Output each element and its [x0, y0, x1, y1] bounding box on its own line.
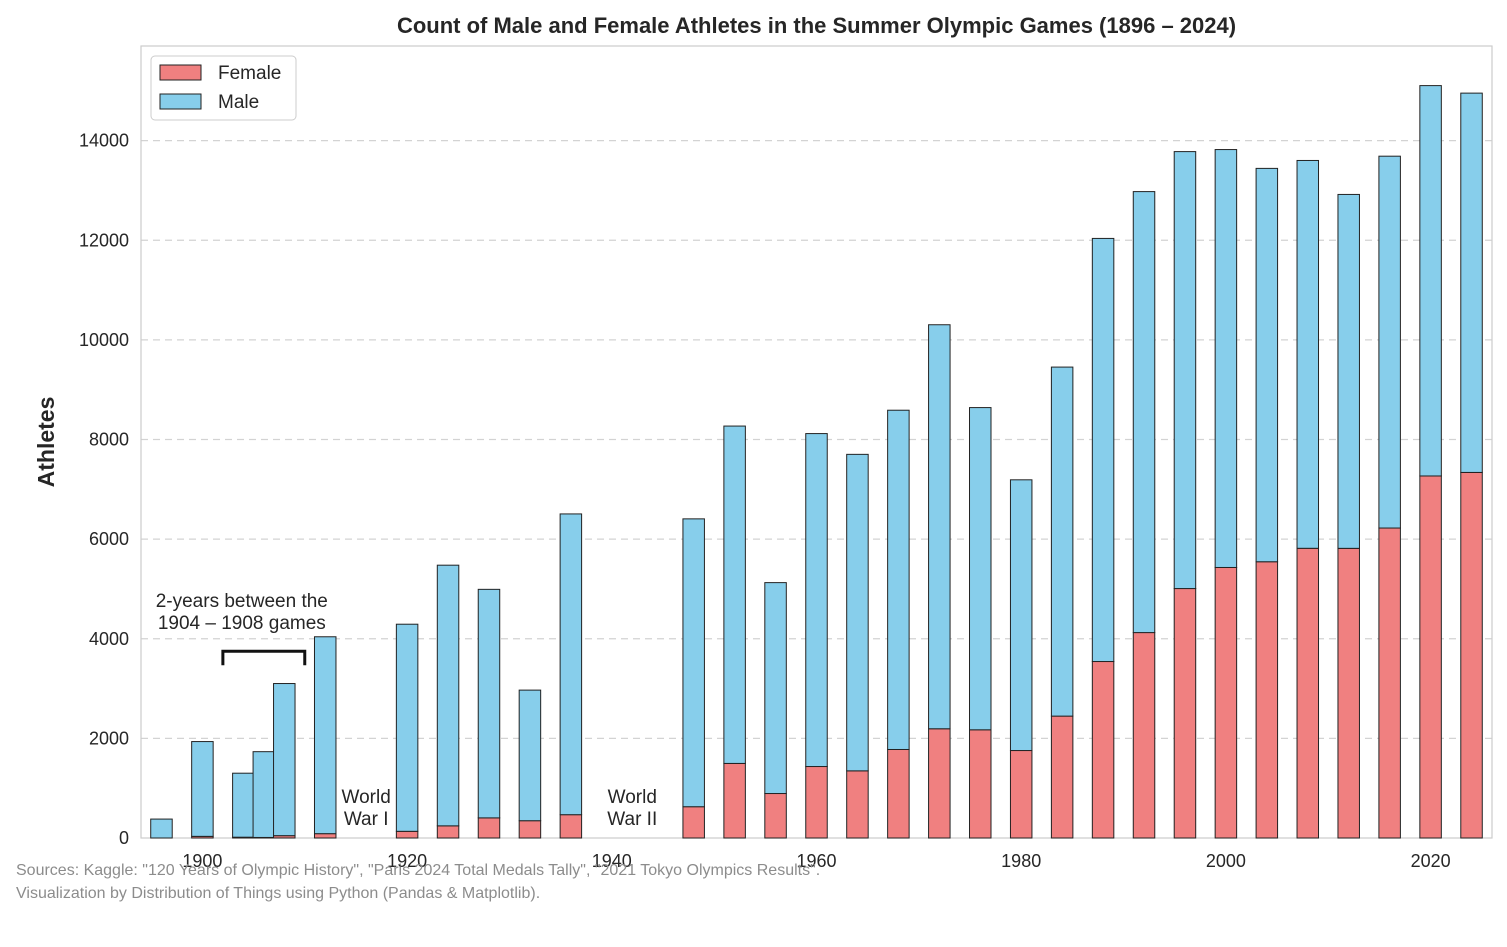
bar-male [1460, 92, 1483, 473]
bar-female [1378, 527, 1401, 839]
bar-male [150, 818, 173, 839]
y-tick-label: 8000 [89, 430, 129, 450]
bar-female [723, 762, 746, 839]
bar-male [1214, 149, 1238, 568]
annotation-text: World [342, 787, 391, 808]
y-tick-label: 4000 [89, 629, 129, 649]
y-tick-label: 10000 [79, 330, 129, 350]
bar-male [1337, 193, 1360, 549]
annotation-bracket [221, 649, 307, 666]
bar-female [559, 814, 583, 839]
bar-female [477, 817, 501, 839]
bar-female [805, 766, 828, 839]
annotation-text: War I [344, 809, 389, 830]
y-tick-label: 0 [119, 828, 129, 848]
bars [150, 85, 1483, 839]
bar-male [928, 324, 951, 730]
credit-note: Visualization by Distribution of Things … [16, 885, 541, 902]
legend-label: Female [218, 63, 281, 84]
bar-male [1091, 237, 1115, 663]
bar-male [477, 588, 501, 819]
bar-female [928, 728, 951, 839]
x-tick-label: 2000 [1206, 851, 1246, 871]
y-tick-label: 6000 [89, 529, 129, 549]
bar-female [682, 806, 705, 839]
bar-male [723, 425, 746, 764]
bar-male [682, 518, 705, 808]
legend-swatch [159, 93, 202, 110]
annotation-text: 2-years between the [156, 591, 328, 612]
bar-male [273, 683, 296, 837]
bar-female [518, 820, 542, 839]
bar-female [1214, 566, 1238, 839]
bar-female [1337, 547, 1360, 839]
bar-male [1173, 151, 1197, 590]
bar-male [846, 453, 869, 772]
bar-female [395, 830, 419, 839]
source-note: Sources: Kaggle: "120 Years of Olympic H… [16, 862, 821, 879]
y-axis-label: Athletes [33, 397, 59, 488]
bar-male [436, 564, 460, 827]
bar-male [1132, 191, 1156, 634]
bar-female [1132, 632, 1156, 839]
bar-female [764, 793, 787, 839]
x-tick-label: 2020 [1411, 851, 1451, 871]
bar-female [1050, 715, 1074, 839]
bar-female [969, 729, 992, 839]
legend-label: Male [218, 92, 259, 113]
bar-male [1378, 155, 1401, 529]
bar-female [846, 770, 869, 839]
bar-male [805, 433, 828, 768]
bar-male [1419, 85, 1442, 477]
y-tick-label: 14000 [79, 131, 129, 151]
bar-female [1296, 547, 1320, 839]
bar-female [313, 833, 337, 839]
bar-male [1255, 167, 1279, 563]
y-tick-label: 12000 [79, 230, 129, 250]
bar-male [969, 407, 992, 731]
bar-male [252, 751, 276, 838]
bar-female [1091, 661, 1115, 839]
x-tick-label: 1920 [387, 851, 427, 871]
y-axis: 0 2000 4000 6000 8000 10000 12000 14000 [79, 131, 129, 848]
bar-female [1173, 588, 1197, 839]
annotation-text: 1904 – 1908 games [158, 613, 326, 634]
bar-male [764, 582, 787, 795]
x-tick-label: 1960 [796, 851, 836, 871]
bar-female [1255, 561, 1279, 839]
x-axis: 1900 1920 1940 1960 1980 2000 2020 [182, 851, 1450, 871]
bar-male [313, 636, 337, 835]
bar-female [1419, 475, 1442, 839]
bar-female [436, 825, 460, 839]
bar-male [559, 513, 583, 816]
bar-male [191, 741, 214, 837]
legend-swatch [159, 64, 202, 81]
bar-male [1009, 479, 1033, 752]
legend: Female Male [150, 55, 297, 121]
bar-female [887, 748, 910, 839]
annotation-text: World [608, 787, 657, 808]
y-tick-label: 2000 [89, 728, 129, 748]
bar-male [395, 623, 419, 832]
chart-title: Count of Male and Female Athletes in the… [397, 13, 1236, 38]
bar-male [518, 689, 542, 822]
x-tick-label: 1900 [182, 851, 222, 871]
x-tick-label: 1980 [1001, 851, 1041, 871]
bar-male [232, 772, 255, 838]
bar-male [1296, 159, 1320, 549]
annotation-text: War II [607, 809, 657, 830]
bar-male [887, 409, 910, 750]
bar-female [1460, 471, 1483, 839]
bar-female [1009, 750, 1033, 839]
bar-male [1050, 366, 1074, 717]
x-tick-label: 1940 [592, 851, 632, 871]
